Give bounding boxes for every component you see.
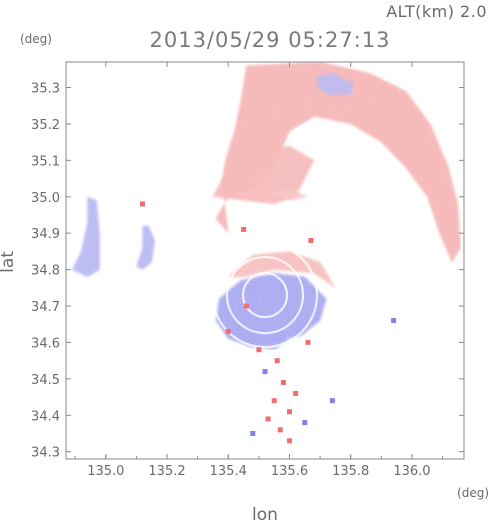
y-tick-label: 35.1 xyxy=(31,154,60,169)
range-ring xyxy=(241,272,289,319)
plot-frame xyxy=(65,61,465,460)
x-tick-label: 135.8 xyxy=(332,464,369,479)
x-axis-unit: (deg) xyxy=(457,486,489,500)
y-tick-label: 34.4 xyxy=(31,409,60,424)
x-tick-label: 135.6 xyxy=(271,464,308,479)
velocity-echo-negative xyxy=(250,431,256,436)
velocity-echo-positive xyxy=(274,358,280,364)
velocity-echo-positive xyxy=(293,390,299,396)
velocity-region-negative xyxy=(72,196,100,277)
velocity-region-positive xyxy=(213,145,314,204)
x-tick-label: 135.0 xyxy=(87,464,124,479)
y-tick-label: 34.9 xyxy=(31,227,60,242)
velocity-echoes xyxy=(140,201,397,444)
chart-title: 2013/05/29 05:27:13 xyxy=(149,28,390,52)
velocity-echo-positive xyxy=(140,201,145,207)
range-ring xyxy=(225,256,305,335)
velocity-region-negative xyxy=(231,327,290,350)
velocity-echo-positive xyxy=(241,227,247,232)
range-ring xyxy=(211,242,319,349)
velocity-region-negative xyxy=(136,225,155,270)
altitude-label: ALT(km) 2.0 xyxy=(386,2,487,21)
y-tick-label: 34.3 xyxy=(31,446,60,461)
x-tick-label: 135.2 xyxy=(148,464,185,479)
velocity-echo-positive xyxy=(256,347,262,353)
velocity-echo-negative xyxy=(302,420,308,426)
velocity-echo-positive xyxy=(287,438,292,444)
y-tick-label: 35.0 xyxy=(31,191,60,206)
x-axis-ticks: 135.0 135.2 135.4 135.6 135.8 136.0 xyxy=(74,62,444,479)
y-tick-label: 34.8 xyxy=(31,264,60,279)
velocity-echo-positive xyxy=(265,416,271,422)
velocity-echo-positive xyxy=(277,427,283,433)
velocity-region-positive xyxy=(271,189,308,201)
velocity-echo-positive xyxy=(287,409,292,415)
velocity-echo-positive xyxy=(244,303,250,309)
plot-area xyxy=(72,62,461,444)
y-tick-label: 35.3 xyxy=(31,81,60,96)
velocity-region-positive xyxy=(228,251,336,288)
velocity-echo-negative xyxy=(329,398,335,404)
velocity-echo-positive xyxy=(305,339,311,345)
velocity-echo-positive xyxy=(225,329,231,334)
velocity-echo-negative xyxy=(262,369,268,375)
x-tick-label: 136.0 xyxy=(393,464,430,479)
y-axis-label: lat xyxy=(0,251,18,273)
y-tick-label: 34.6 xyxy=(31,336,60,351)
velocity-regions xyxy=(72,62,461,350)
x-tick-label: 135.4 xyxy=(210,464,247,479)
y-axis-unit: (deg) xyxy=(20,32,52,46)
velocity-echo-positive xyxy=(308,238,314,243)
x-axis-label: lon xyxy=(252,505,278,521)
velocity-echo-positive xyxy=(280,380,286,385)
velocity-echo-negative xyxy=(391,318,397,324)
velocity-echo-positive xyxy=(271,398,277,404)
velocity-region-positive xyxy=(216,62,461,263)
velocity-region-negative xyxy=(317,72,354,95)
y-axis-ticks: 34.3 34.4 34.5 34.6 34.7 34.8 34.9 35.0 35.1 35.2… xyxy=(31,81,464,461)
y-tick-label: 34.5 xyxy=(31,373,60,388)
y-tick-label: 34.7 xyxy=(31,300,60,315)
y-tick-label: 35.2 xyxy=(31,118,60,133)
